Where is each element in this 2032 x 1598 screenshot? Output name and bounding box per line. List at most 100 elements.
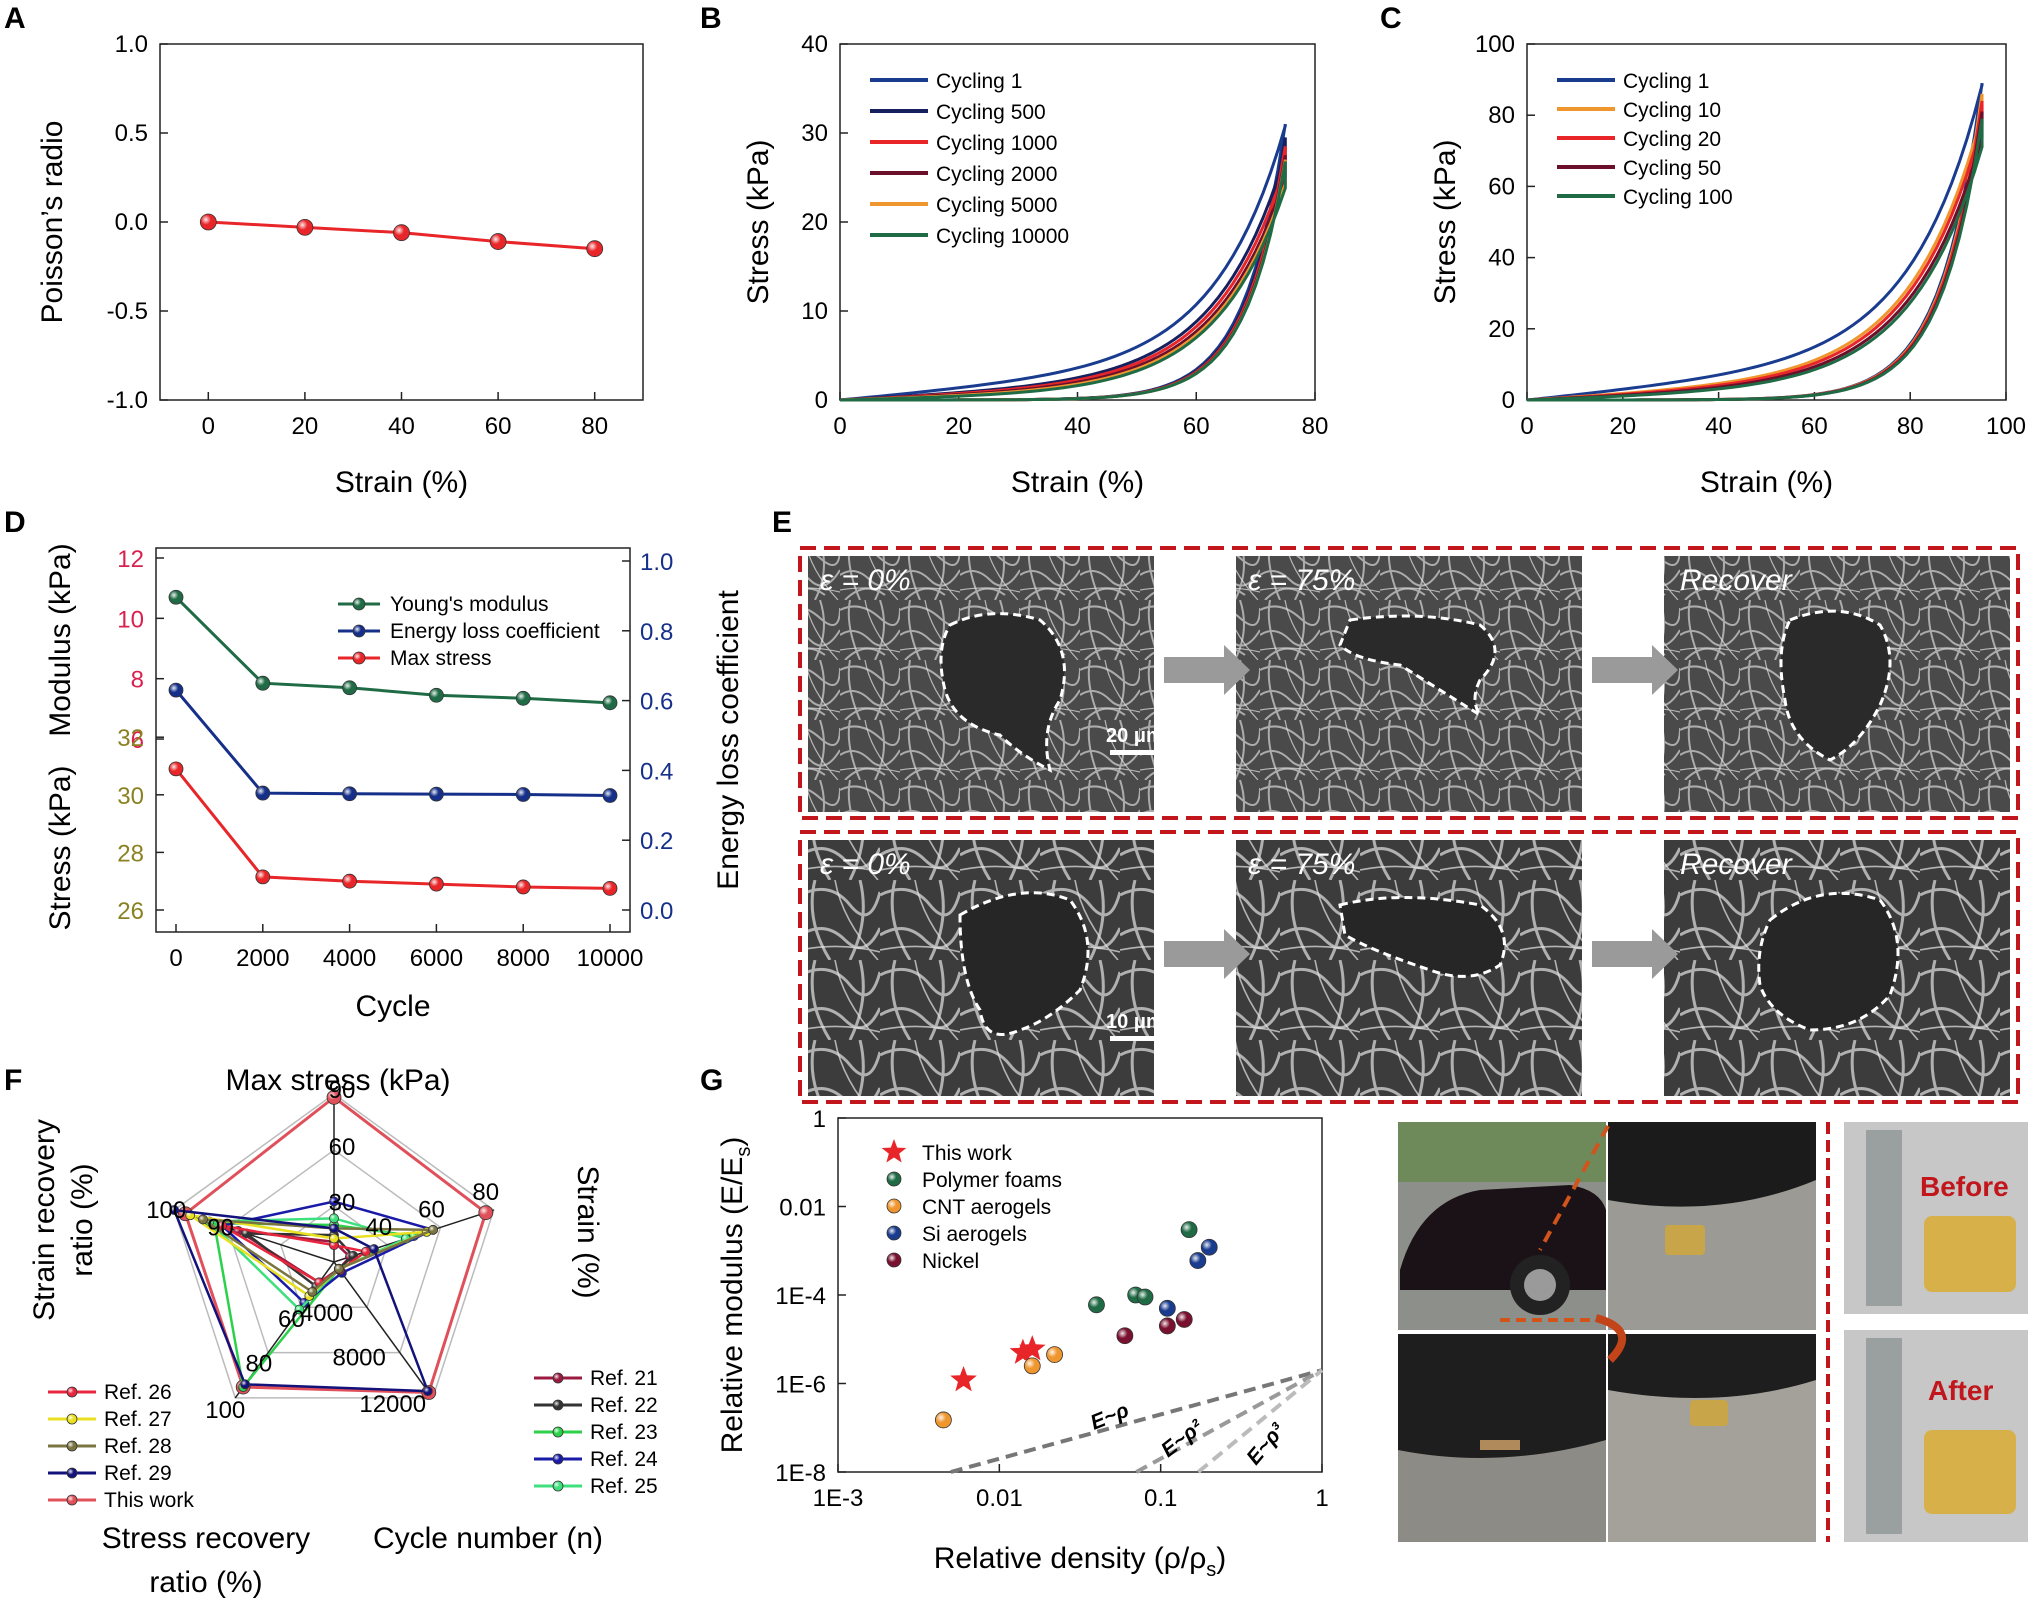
radar-point-shine — [217, 1221, 227, 1231]
y-axis-title-sub: s — [733, 1147, 755, 1157]
x-tick-label: 60 — [1183, 413, 1210, 440]
x-tick-label: 4000 — [323, 945, 376, 972]
legend-marker-shine — [553, 1373, 563, 1383]
data-point-shine — [255, 676, 270, 691]
panel-letter-d: D — [4, 506, 26, 539]
scale-bar-label: 20 μm — [1106, 725, 1164, 747]
x-axis-title: Strain (%) — [335, 466, 468, 499]
data-point-shine — [296, 219, 313, 236]
guide-label: E~ρ — [1087, 1399, 1132, 1435]
legend-marker-shine — [887, 1199, 901, 1213]
chart-f-radar: 3060904060804000800012000608010090100Max… — [28, 1064, 658, 1598]
star-marker — [950, 1365, 977, 1392]
legend-label: Ref. 28 — [104, 1435, 172, 1458]
x-tick-label: 80 — [581, 413, 608, 440]
panel-letter-c: C — [1380, 2, 1402, 35]
y-axis-title: Poisson’s radio — [36, 121, 69, 324]
scaling-guide-line — [1135, 1368, 1323, 1474]
legend-label: Cycling 1000 — [936, 132, 1057, 155]
sem-label-recover: Recover — [1680, 564, 1793, 597]
y-tick-label: 30 — [801, 120, 828, 147]
data-point-shine — [1181, 1221, 1198, 1238]
radar-axis — [333, 1261, 434, 1399]
radar-point-shine — [198, 1214, 208, 1224]
legend-label: Cycling 20 — [1623, 128, 1721, 151]
x-tick-label: 8000 — [497, 945, 550, 972]
y-axis-title-end: ) — [716, 1137, 749, 1147]
x-tick-label: 0.1 — [1144, 1485, 1177, 1512]
data-point-shine — [935, 1411, 952, 1428]
y-tick-label: -0.5 — [107, 298, 148, 325]
legend-label: Cycling 100 — [1623, 186, 1733, 209]
y-tick-label: 1.0 — [115, 31, 148, 58]
sem-label-strain75: ε = 75% — [1248, 848, 1355, 881]
x-axis-title-sub: s — [1206, 1559, 1216, 1581]
legend-label: Cycling 2000 — [936, 163, 1057, 186]
x-tick-label: 20 — [292, 413, 319, 440]
x-tick-label: 40 — [1064, 413, 1091, 440]
x-tick-label: 1E-3 — [813, 1485, 864, 1512]
data-point-shine — [516, 787, 531, 802]
radar-tick-label: 100 — [146, 1197, 186, 1224]
arrow-icon — [1164, 645, 1678, 979]
radar-point-shine — [334, 1264, 344, 1274]
legend-marker-shine — [353, 598, 365, 610]
y-tick-label: 0 — [815, 387, 828, 414]
data-point-shine — [200, 214, 217, 230]
sem-label-strain0: ε = 0% — [820, 564, 911, 597]
radar-tick-label: 80 — [245, 1351, 272, 1378]
legend-label: Cycling 5000 — [936, 194, 1057, 217]
legend-label: Polymer foams — [922, 1169, 1062, 1192]
data-point-shine — [169, 761, 183, 776]
sem-frame-bottom — [798, 830, 2020, 1104]
data-point-shine — [342, 786, 357, 801]
y-tick-label-stress: 26 — [117, 898, 144, 925]
y-tick-label: 40 — [801, 31, 828, 58]
plot-frame — [1526, 43, 2007, 401]
series-curve — [839, 123, 1287, 402]
y-tick-label: 60 — [1488, 173, 1515, 200]
plot-frame — [837, 1117, 1323, 1473]
y-axis-title: Stress (kPa) — [1429, 139, 1462, 304]
legend-label: Ref. 24 — [590, 1448, 658, 1471]
panel-h-photos: Before After — [1398, 1122, 2028, 1542]
data-point-shine — [603, 881, 617, 896]
radar-series — [172, 1208, 430, 1393]
legend-label: Cycling 1 — [1623, 70, 1709, 93]
y-tick-label: 1E-4 — [775, 1283, 826, 1310]
data-point-shine — [1201, 1239, 1218, 1256]
x-tick-label: 40 — [388, 413, 415, 440]
y-tick-label: 1E-6 — [775, 1372, 826, 1399]
y-tick-label: 20 — [801, 209, 828, 236]
radar-series — [183, 1095, 488, 1395]
y-tick-label-modulus: 6 — [131, 727, 144, 754]
chart-d-fatigue: 0 2000 4000 6000 8000 10000 12 10 8 632 30 28 26 1.0 0… — [44, 543, 745, 1023]
radar-tick-label: 12000 — [359, 1391, 426, 1418]
after-label: After — [1928, 1375, 1993, 1406]
legend-label: Cycling 50 — [1623, 157, 1721, 180]
x-tick-label: 100 — [1986, 413, 2026, 440]
pore-outline — [1779, 609, 1892, 762]
y-axis-title-stress: Stress (kPa) — [44, 765, 77, 930]
x-tick-label: 10000 — [577, 945, 644, 972]
pointer-line — [1538, 1125, 1610, 1251]
panel-letter-e: E — [772, 506, 792, 539]
radar-point-shine — [329, 1233, 339, 1243]
panel-letter-b: B — [700, 2, 722, 35]
data-point-shine — [490, 233, 507, 250]
x-tick-label: 1 — [1315, 1485, 1328, 1512]
legend-marker-shine — [553, 1400, 563, 1410]
legend-label: Ref. 22 — [590, 1394, 658, 1417]
series-curve — [839, 146, 1287, 402]
chart-b-cycling-stress: 0 20 40 60 80 0 10 20 30 40 Strain (%) Stress (kPa)… — [742, 31, 1328, 499]
data-point-shine — [603, 695, 617, 710]
y-tick-label: 0.0 — [115, 209, 148, 236]
legend-marker-shine — [353, 652, 365, 664]
legend-marker-shine — [553, 1481, 563, 1491]
legend-marker-shine — [553, 1427, 563, 1437]
radar-point-shine — [294, 1305, 304, 1315]
y-tick-label-right: 0.8 — [640, 619, 673, 646]
curved-arrow-icon — [1594, 1314, 1627, 1363]
radar-axis-label: Max stress (kPa) — [225, 1064, 450, 1097]
